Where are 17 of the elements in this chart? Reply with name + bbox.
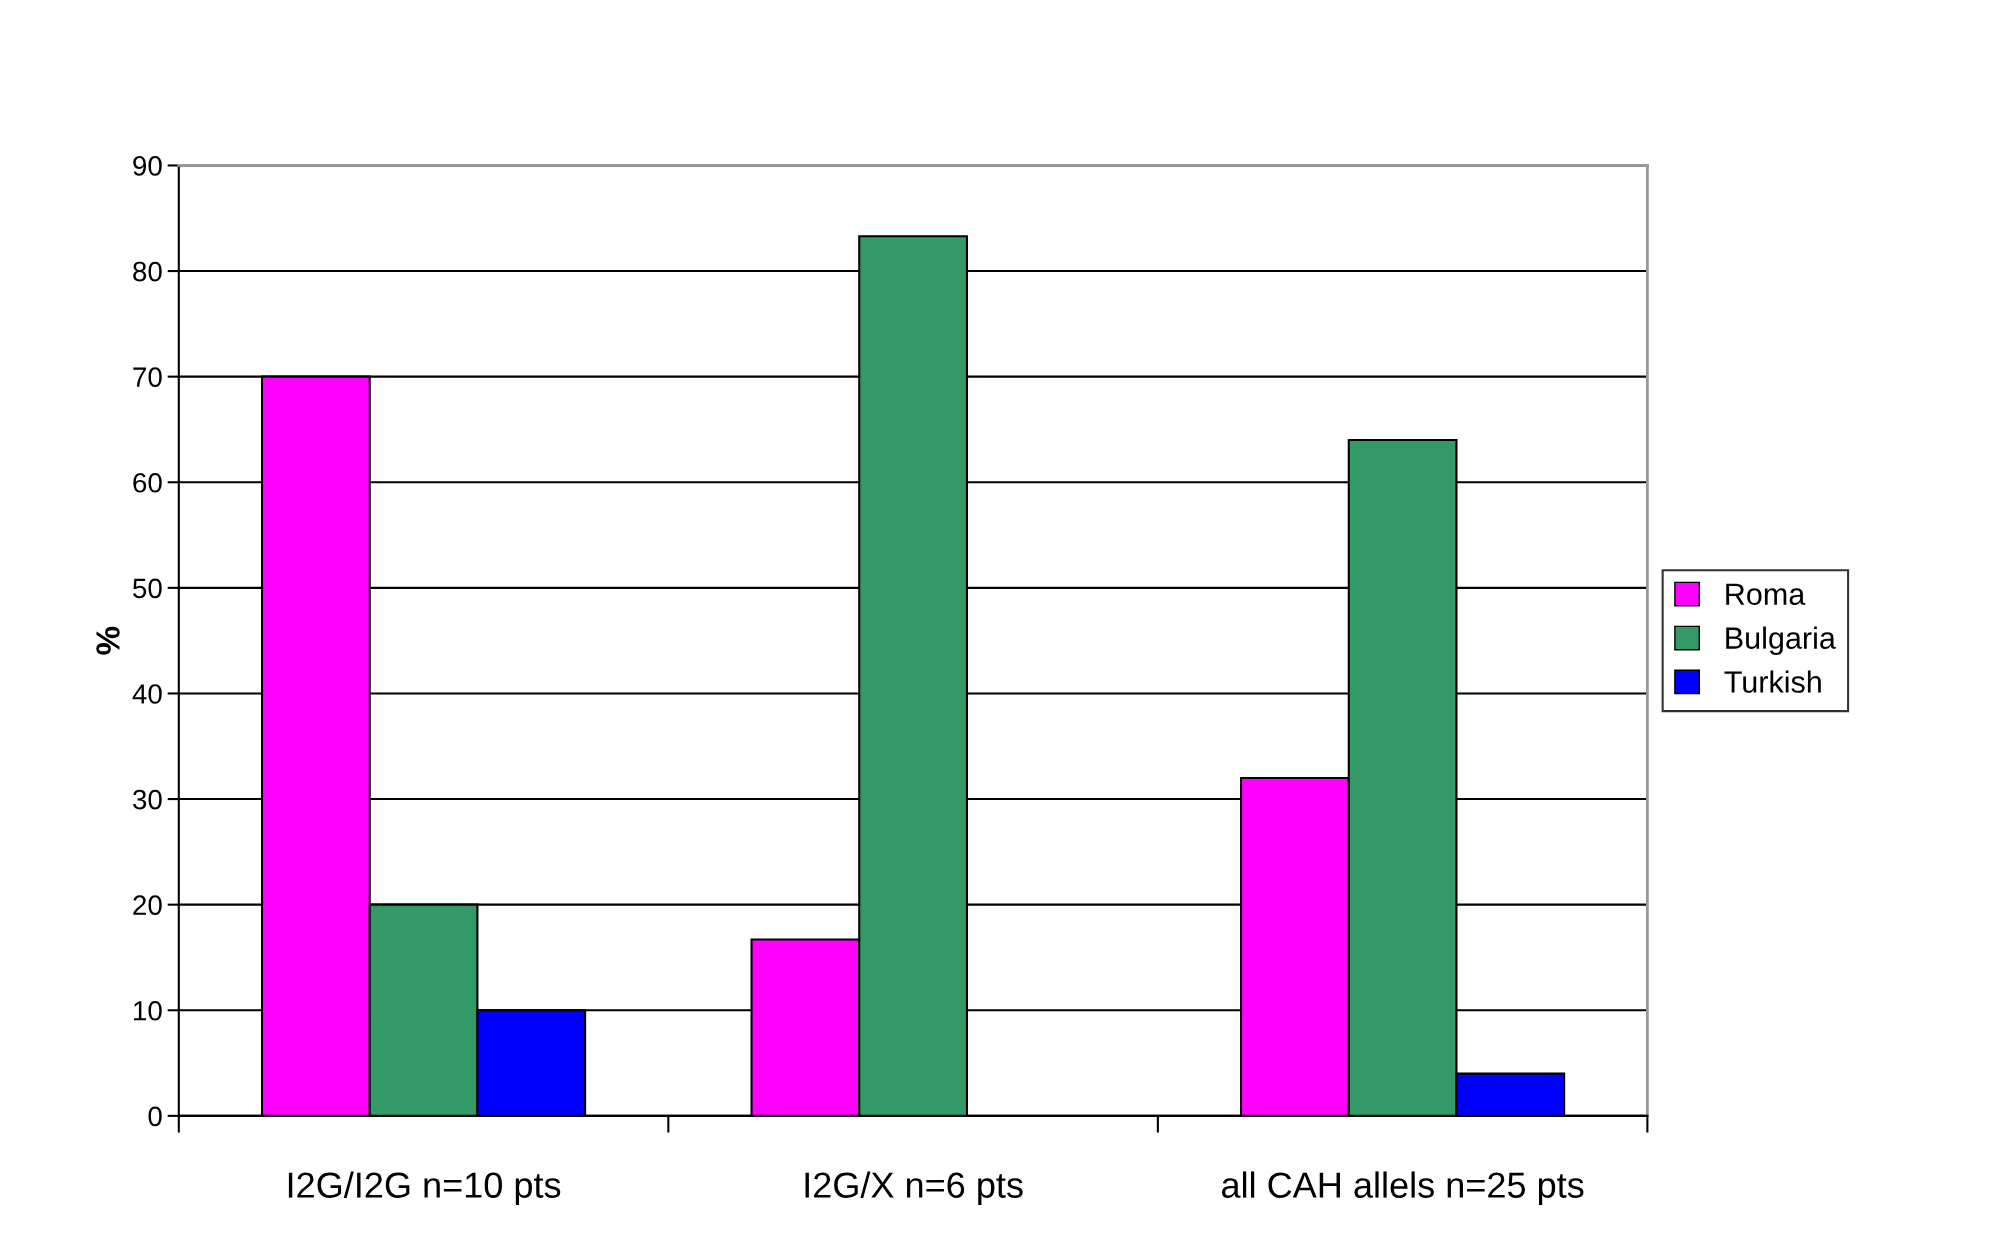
y-tick-label: 30 bbox=[132, 789, 162, 810]
x-tick-label: all CAH allels n=25 pts bbox=[1222, 1171, 1584, 1206]
y-tick-label: 90 bbox=[133, 156, 162, 176]
y-tick-label: 80 bbox=[133, 261, 162, 282]
y-axis-title: % bbox=[96, 626, 120, 655]
legend-label: Roma bbox=[1726, 583, 1806, 606]
y-tick-label: 0 bbox=[148, 1106, 162, 1127]
y-tick-label: 10 bbox=[134, 1000, 162, 1021]
y-tick-label: 40 bbox=[132, 684, 162, 704]
y-tick-label: 60 bbox=[133, 472, 162, 493]
y-tick-label: 50 bbox=[133, 578, 162, 599]
x-tick-label: I2G/X n=6 pts bbox=[805, 1171, 1023, 1206]
y-tick-label: 70 bbox=[133, 367, 162, 387]
y-tick-label: 20 bbox=[133, 895, 162, 915]
legend-label: Turkish bbox=[1724, 670, 1821, 693]
x-tick-label: I2G/I2G n=10 pts bbox=[288, 1171, 561, 1206]
legend-label: Bulgaria bbox=[1726, 626, 1836, 655]
